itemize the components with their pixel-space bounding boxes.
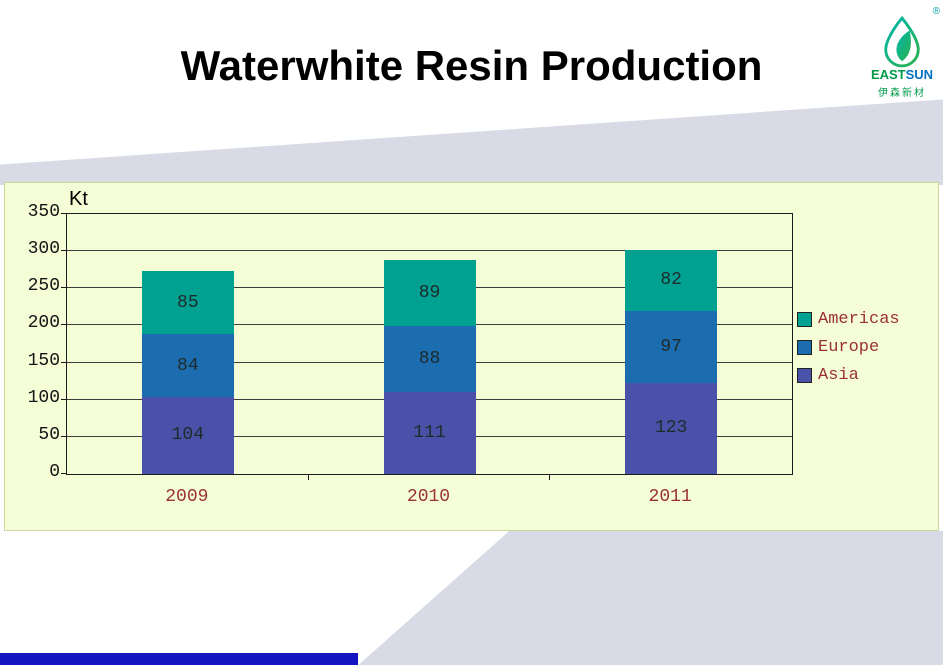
bg-diagonal-bottom (358, 531, 943, 665)
bar-segment-europe: 97 (625, 310, 718, 383)
y-tick-label: 0 (49, 462, 60, 482)
bar-2009: 85 84 104 (141, 271, 234, 474)
y-tick-label: 50 (38, 424, 60, 445)
bar-value-label: 89 (418, 283, 441, 304)
plot-area: 85 84 104 89 88 111 82 97 123 (66, 213, 793, 475)
bar-segment-asia: 111 (383, 391, 476, 474)
bar-2010: 89 88 111 (383, 260, 476, 474)
bar-value-label: 104 (171, 425, 205, 446)
gridline (67, 250, 792, 252)
x-tick-mark (549, 475, 551, 480)
legend-item-europe: Europe (797, 333, 900, 361)
y-tick-mark (61, 250, 66, 252)
y-tick-label: 300 (27, 239, 60, 260)
bar-value-label: 85 (177, 292, 199, 313)
bar-segment-asia: 104 (141, 396, 234, 474)
bar-segment-europe: 88 (383, 326, 476, 392)
legend-swatch (797, 367, 812, 383)
chart-legend: Americas Europe Asia (797, 305, 900, 389)
bar-value-label: 84 (177, 355, 199, 376)
legend-swatch (797, 311, 812, 327)
bar-value-label: 82 (660, 270, 682, 291)
brand-sun: SUN (905, 67, 934, 82)
x-axis-label-2010: 2010 (406, 487, 451, 507)
registered-mark: ® (932, 6, 940, 17)
company-logo: ® EASTSUN 伊森新材 (864, 6, 940, 99)
leaf-drop-icon (884, 16, 920, 68)
y-tick-label: 100 (27, 387, 60, 408)
legend-item-asia: Asia (797, 361, 900, 389)
brand-east: EAST (870, 67, 906, 82)
y-tick-mark (61, 213, 66, 214)
bg-diagonal-top (0, 99, 943, 185)
y-tick-mark (61, 287, 66, 289)
y-tick-mark (61, 324, 66, 326)
y-tick-mark (61, 361, 66, 363)
bar-segment-americas: 89 (383, 260, 476, 327)
bar-segment-americas: 82 (625, 249, 718, 311)
brand-wordmark: EASTSUN (864, 68, 940, 82)
x-axis-label-2009: 2009 (165, 487, 209, 507)
bar-value-label: 111 (413, 422, 446, 443)
y-tick-label: 150 (27, 350, 60, 371)
chart-panel: Kt 85 84 104 89 88 111 82 97 123 0 50 100 150 200 250… (4, 182, 939, 531)
bottom-blue-strip (0, 653, 358, 665)
y-tick-mark (61, 435, 66, 437)
y-tick-label: 250 (27, 276, 60, 297)
legend-item-americas: Americas (797, 305, 900, 333)
legend-label: Asia (818, 365, 859, 385)
bar-segment-americas: 85 (141, 271, 234, 335)
bar-value-label: 97 (660, 336, 682, 357)
y-axis-unit-label: Kt (69, 188, 88, 210)
bar-segment-europe: 84 (141, 334, 234, 397)
legend-label: Europe (818, 337, 880, 357)
x-tick-mark (307, 475, 309, 480)
bar-value-label: 123 (654, 418, 688, 439)
x-axis-label-2011: 2011 (648, 487, 692, 507)
legend-label: Americas (818, 309, 900, 329)
bar-segment-asia: 123 (625, 382, 718, 474)
brand-chinese-name: 伊森新材 (878, 88, 926, 99)
slide-title: Waterwhite Resin Production (180, 42, 763, 89)
y-tick-label: 200 (27, 313, 60, 334)
bar-2011: 82 97 123 (625, 249, 718, 474)
y-tick-mark (61, 398, 66, 400)
legend-swatch (797, 339, 812, 355)
y-tick-mark (61, 473, 66, 474)
y-tick-label: 350 (27, 202, 60, 222)
bar-value-label: 88 (418, 348, 441, 369)
